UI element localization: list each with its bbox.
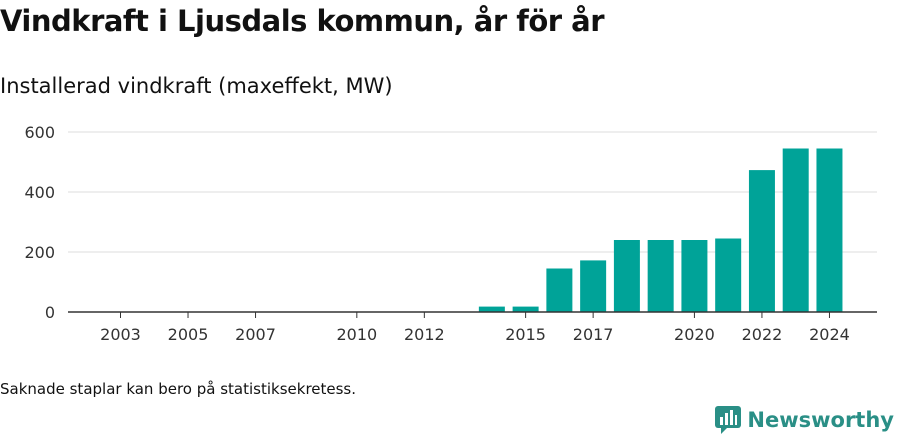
y-tick-label: 0 xyxy=(45,303,55,322)
bar xyxy=(816,148,843,312)
x-tick-label: 2020 xyxy=(674,325,715,344)
bar xyxy=(478,306,505,312)
x-tick-label: 2007 xyxy=(235,325,276,344)
y-tick-label: 200 xyxy=(24,243,55,262)
x-tick-label: 2022 xyxy=(742,325,783,344)
bar-chart: 0 200 400 600 2003 2005 2007 2010 2012 2015 2017 20… xyxy=(24,123,877,344)
x-tick-label: 2005 xyxy=(168,325,209,344)
bar xyxy=(546,268,573,312)
bar xyxy=(613,240,640,312)
chart-title: Vindkraft i Ljusdals kommun, år för år xyxy=(0,4,605,38)
bar xyxy=(782,148,809,312)
newsworthy-logo-icon xyxy=(715,406,742,434)
bar xyxy=(580,260,607,312)
bar xyxy=(681,240,708,312)
bar xyxy=(647,240,674,312)
x-tick-label: 2017 xyxy=(573,325,614,344)
newsworthy-logo: Newsworthy xyxy=(715,406,894,434)
y-tick-label: 600 xyxy=(24,123,55,142)
x-tick-label: 2012 xyxy=(404,325,445,344)
footnote: Saknade staplar kan bero på statistiksek… xyxy=(0,380,357,398)
bar xyxy=(748,170,775,312)
x-tick-label: 2015 xyxy=(505,325,546,344)
y-tick-label: 400 xyxy=(24,183,55,202)
brand-name: Newsworthy xyxy=(747,408,894,432)
bar xyxy=(512,306,539,312)
x-tick-label: 2024 xyxy=(809,325,850,344)
x-tick-label: 2003 xyxy=(100,325,141,344)
bar xyxy=(715,238,742,312)
chart-subtitle: Installerad vindkraft (maxeffekt, MW) xyxy=(0,74,393,98)
x-tick-label: 2010 xyxy=(336,325,377,344)
